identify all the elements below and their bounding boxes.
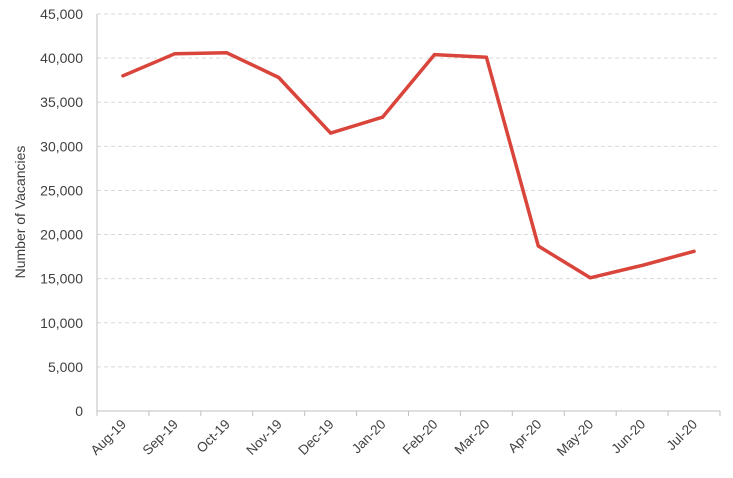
x-tick-labels: Aug-19 Sep-19 Oct-19 Nov-19 Dec-19 Jan-20 Feb-… [88,417,700,459]
x-tick-label: Jul-20 [664,417,701,454]
y-axis-title: Number of Vacancies [12,146,28,279]
x-tick-label: Feb-20 [400,417,441,458]
x-tick-label: Jan-20 [349,417,389,457]
x-tick-label: Jun-20 [608,417,648,457]
axes [96,14,721,416]
y-tick-label: 10,000 [40,315,83,331]
x-tick-label: Oct-19 [194,417,233,456]
data-point [432,52,437,57]
x-tick-label: Dec-19 [295,417,336,458]
y-tick-label: 40,000 [40,50,83,66]
x-tick-label: Aug-19 [88,417,129,458]
data-point [329,131,333,135]
data-point [173,52,177,56]
data-point [225,51,229,55]
series-line [121,51,696,280]
data-point [692,249,696,253]
data-point [484,55,488,59]
data-point [588,276,592,280]
data-point [640,263,644,268]
x-tick-label: May-20 [554,417,596,459]
x-tick-label: Sep-19 [140,417,181,458]
y-tick-labels: 0 5,000 10,000 15,000 20,000 25,000 30,000 35,0… [40,6,83,419]
series-lines [121,51,696,280]
gridlines [97,13,720,368]
data-point [277,75,281,80]
y-tick-label: 5,000 [48,359,83,375]
x-tick-label: Nov-19 [243,417,284,458]
y-tick-label: 30,000 [40,138,83,154]
y-tick-label: 45,000 [40,6,83,22]
data-point [380,115,385,119]
x-tick-label: Mar-20 [452,417,493,458]
y-tick-label: 0 [75,403,83,419]
x-tick-label: Apr-20 [505,417,544,456]
y-tick-label: 35,000 [40,94,83,110]
data-point [536,244,540,248]
y-tick-label: 20,000 [40,227,83,243]
data-point [121,74,125,78]
y-tick-label: 25,000 [40,182,83,198]
y-tick-label: 15,000 [40,271,83,287]
